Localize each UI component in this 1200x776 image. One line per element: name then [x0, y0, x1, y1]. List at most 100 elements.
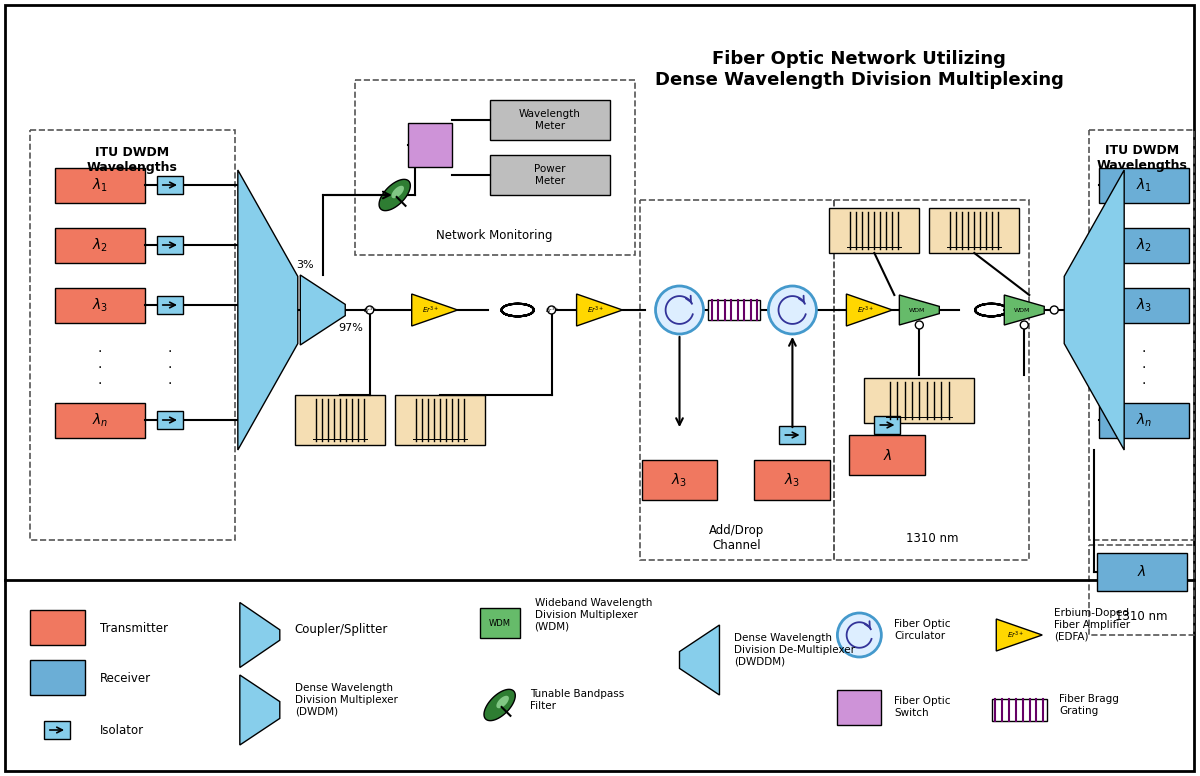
- Bar: [490, 100, 610, 140]
- Text: Wideband Wavelength
Division Multiplexer
(WDM): Wideband Wavelength Division Multiplexer…: [535, 598, 652, 632]
- Bar: [408, 123, 451, 167]
- Text: $\lambda_1$: $\lambda_1$: [92, 176, 108, 194]
- Circle shape: [916, 321, 923, 329]
- Polygon shape: [899, 295, 940, 325]
- Text: Fiber Optic Network Utilizing
Dense Wavelength Division Multiplexing: Fiber Optic Network Utilizing Dense Wave…: [655, 50, 1064, 88]
- Text: $\lambda$: $\lambda$: [883, 448, 892, 462]
- Text: $\lambda$: $\lambda$: [1136, 564, 1146, 580]
- Text: Receiver: Receiver: [100, 671, 151, 684]
- Circle shape: [655, 286, 703, 334]
- Text: Wavelength
Meter: Wavelength Meter: [518, 109, 581, 131]
- Bar: [295, 395, 385, 445]
- Bar: [55, 228, 145, 263]
- Text: $\lambda_3$: $\lambda_3$: [1136, 296, 1152, 314]
- Text: WDM: WDM: [488, 618, 511, 628]
- Bar: [44, 721, 70, 739]
- Bar: [490, 155, 610, 195]
- Text: $Er^{3+}$: $Er^{3+}$: [1007, 629, 1024, 641]
- Text: $\lambda_2$: $\lambda_2$: [92, 237, 108, 254]
- Text: Network Monitoring: Network Monitoring: [437, 228, 553, 241]
- Text: Fiber Optic
Circulator: Fiber Optic Circulator: [894, 619, 950, 641]
- Bar: [708, 300, 761, 320]
- Polygon shape: [497, 696, 509, 708]
- Bar: [829, 207, 919, 252]
- Bar: [30, 130, 235, 540]
- Bar: [355, 80, 635, 255]
- Polygon shape: [576, 294, 623, 326]
- Text: $Er^{3+}$: $Er^{3+}$: [857, 304, 874, 316]
- Bar: [929, 207, 1019, 252]
- Text: $\lambda_1$: $\lambda_1$: [1136, 176, 1152, 194]
- Bar: [30, 660, 85, 695]
- Circle shape: [1020, 321, 1028, 329]
- Bar: [480, 608, 520, 638]
- Polygon shape: [300, 275, 346, 345]
- Text: ·
·
·: · · ·: [1142, 345, 1146, 391]
- Text: $\lambda_3$: $\lambda_3$: [785, 471, 800, 489]
- Bar: [642, 460, 718, 500]
- Text: Coupler/Splitter: Coupler/Splitter: [295, 623, 388, 636]
- Polygon shape: [484, 689, 515, 721]
- Circle shape: [366, 306, 373, 314]
- Bar: [55, 288, 145, 323]
- Text: Fiber Bragg
Grating: Fiber Bragg Grating: [1060, 695, 1120, 715]
- Text: $\lambda_n$: $\lambda_n$: [1136, 411, 1152, 428]
- Polygon shape: [240, 675, 280, 745]
- Circle shape: [838, 613, 881, 657]
- Bar: [755, 460, 830, 500]
- Text: $\lambda_3$: $\lambda_3$: [672, 471, 688, 489]
- Polygon shape: [996, 619, 1043, 651]
- Text: Tunable Bandpass
Filter: Tunable Bandpass Filter: [529, 689, 624, 711]
- Polygon shape: [412, 294, 457, 326]
- Text: Dense Wavelength
Division Multiplexer
(DWDM): Dense Wavelength Division Multiplexer (D…: [295, 684, 397, 716]
- Text: Erbium-Doped
Fiber Amplifier
(EDFA): Erbium-Doped Fiber Amplifier (EDFA): [1055, 608, 1130, 642]
- Text: ·
·
·: · · ·: [168, 345, 172, 391]
- Text: $\lambda_n$: $\lambda_n$: [91, 411, 108, 428]
- Text: 1310 nm: 1310 nm: [1116, 611, 1168, 623]
- Circle shape: [1050, 306, 1058, 314]
- Bar: [55, 168, 145, 203]
- Text: $\lambda_2$: $\lambda_2$: [1136, 237, 1152, 254]
- Bar: [55, 403, 145, 438]
- Text: WDM: WDM: [1014, 307, 1031, 313]
- Bar: [780, 426, 805, 444]
- Text: Transmitter: Transmitter: [100, 622, 168, 635]
- Text: 1310 nm: 1310 nm: [906, 532, 958, 545]
- Bar: [1090, 130, 1194, 540]
- Bar: [1099, 168, 1189, 203]
- Text: $Er^{3+}$: $Er^{3+}$: [362, 305, 377, 314]
- Text: 97%: 97%: [338, 323, 364, 333]
- Text: WDM: WDM: [910, 307, 925, 313]
- Bar: [157, 176, 182, 194]
- Circle shape: [768, 286, 816, 334]
- Bar: [1099, 228, 1189, 263]
- Bar: [157, 236, 182, 254]
- Bar: [640, 200, 834, 560]
- Polygon shape: [238, 170, 298, 450]
- Bar: [1090, 545, 1194, 635]
- Text: ·
·
·: · · ·: [97, 345, 102, 391]
- Polygon shape: [391, 185, 404, 198]
- Bar: [1099, 403, 1189, 438]
- Polygon shape: [1064, 170, 1124, 450]
- Text: Dense Wavelength
Division De-Multiplexer
(DWDDM): Dense Wavelength Division De-Multiplexer…: [734, 633, 856, 667]
- Bar: [838, 690, 881, 725]
- Bar: [1099, 288, 1189, 323]
- Text: Add/Drop
Channel: Add/Drop Channel: [709, 524, 764, 552]
- Polygon shape: [679, 625, 720, 695]
- Bar: [30, 610, 85, 645]
- Circle shape: [547, 306, 556, 314]
- Bar: [157, 296, 182, 314]
- Text: $Er^{3+}$: $Er^{3+}$: [422, 304, 439, 316]
- Text: ITU DWDM
Wavelengths: ITU DWDM Wavelengths: [86, 146, 178, 174]
- Polygon shape: [379, 179, 410, 210]
- Bar: [157, 411, 182, 429]
- Bar: [875, 416, 900, 434]
- Bar: [395, 395, 485, 445]
- Text: $\lambda_3$: $\lambda_3$: [92, 296, 108, 314]
- Text: $Er^{3+}$: $Er^{3+}$: [587, 304, 605, 316]
- Text: 3%: 3%: [296, 260, 313, 270]
- Text: Isolator: Isolator: [100, 723, 144, 736]
- Text: ITU DWDM
Wavelengths: ITU DWDM Wavelengths: [1097, 144, 1187, 172]
- Bar: [1097, 553, 1187, 591]
